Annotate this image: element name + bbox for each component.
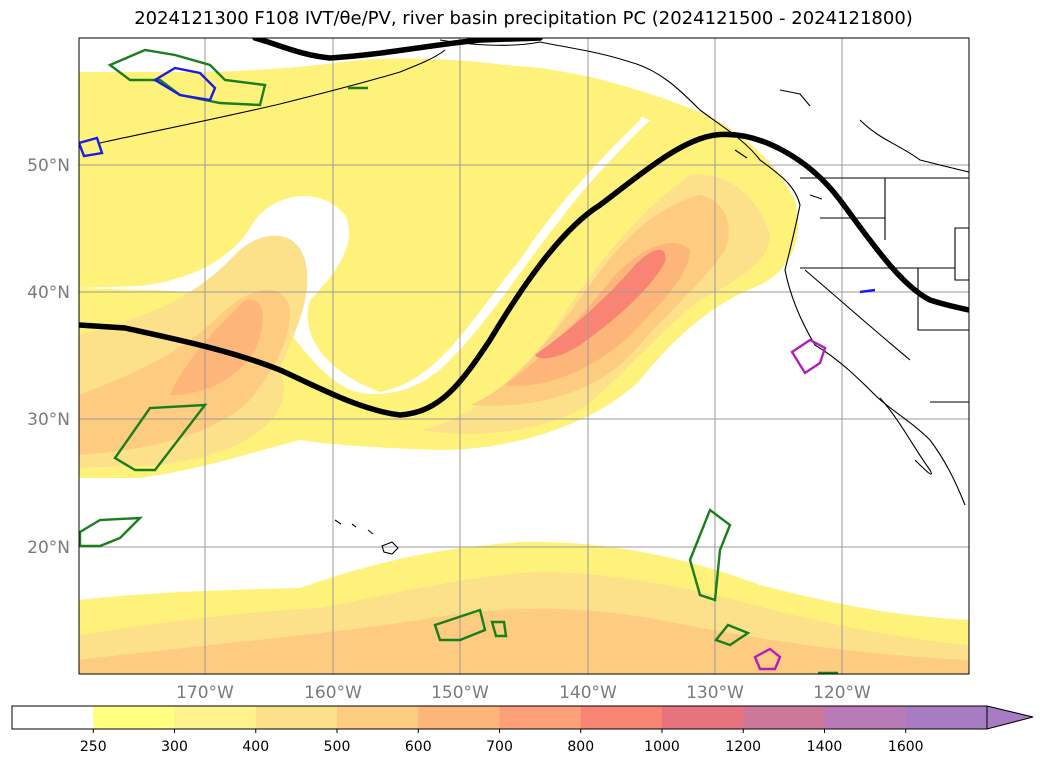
pv-contours	[79, 48, 876, 674]
graticule	[79, 38, 969, 674]
colorbar-level-label: 1600	[888, 739, 924, 755]
colorbar-level-label: 400	[242, 739, 269, 755]
colorbar-segment	[499, 706, 582, 729]
colorbar-level-label: 600	[405, 739, 432, 755]
coastlines	[99, 39, 969, 555]
ivt-band-250	[79, 58, 644, 392]
colorbar-extend-arrow	[986, 705, 1034, 730]
longitude-labels: 170°W 160°W 150°W 140°W 130°W 120°W	[176, 683, 871, 703]
colorbar: 250 300 400 500 600 700 800 1000 1200 1400 1600	[11, 705, 1034, 755]
colorbar-level-label: 300	[161, 739, 188, 755]
lat-label-50n: 50°N	[27, 156, 70, 176]
colorbar-segment	[174, 706, 257, 729]
colorbar-level-label: 1000	[644, 739, 680, 755]
figure-title: 2024121300 F108 IVT/θe/PV, river basin p…	[134, 8, 913, 29]
latitude-labels: 50°N 40°N 30°N 20°N	[27, 156, 70, 558]
colorbar-segment	[93, 706, 175, 729]
colorbar-segment	[905, 706, 988, 729]
lon-label-130w: 130°W	[686, 683, 744, 703]
colorbar-segment	[580, 706, 663, 729]
colorbar-level-label: 500	[324, 739, 351, 755]
colorbar-segment	[337, 706, 419, 729]
lat-label-20n: 20°N	[27, 538, 70, 558]
lon-label-120w: 120°W	[813, 683, 871, 703]
colorbar-level-label: 800	[567, 739, 594, 755]
colorbar-segment	[824, 706, 907, 729]
colorbar-segment	[255, 706, 338, 729]
colorbar-segment	[418, 706, 500, 729]
colorbar-level-label: 1200	[725, 739, 761, 755]
lon-label-140w: 140°W	[559, 683, 617, 703]
map-panel	[78, 37, 970, 675]
ivt-filled-contours	[79, 58, 969, 674]
lon-label-150w: 150°W	[431, 683, 489, 703]
colorbar-segment	[662, 706, 744, 729]
colorbar-level-label: 700	[486, 739, 513, 755]
lat-label-30n: 30°N	[27, 410, 70, 430]
colorbar-level-label: 250	[80, 739, 107, 755]
theta-e-contour-north	[252, 38, 543, 61]
lat-label-40n: 40°N	[27, 283, 70, 303]
lon-label-170w: 170°W	[176, 683, 234, 703]
lon-label-160w: 160°W	[304, 683, 362, 703]
theta-e-contour	[79, 131, 969, 418]
colorbar-segment	[12, 706, 94, 729]
colorbar-segment	[743, 706, 825, 729]
colorbar-outline	[11, 705, 988, 730]
colorbar-level-label: 1400	[807, 739, 843, 755]
